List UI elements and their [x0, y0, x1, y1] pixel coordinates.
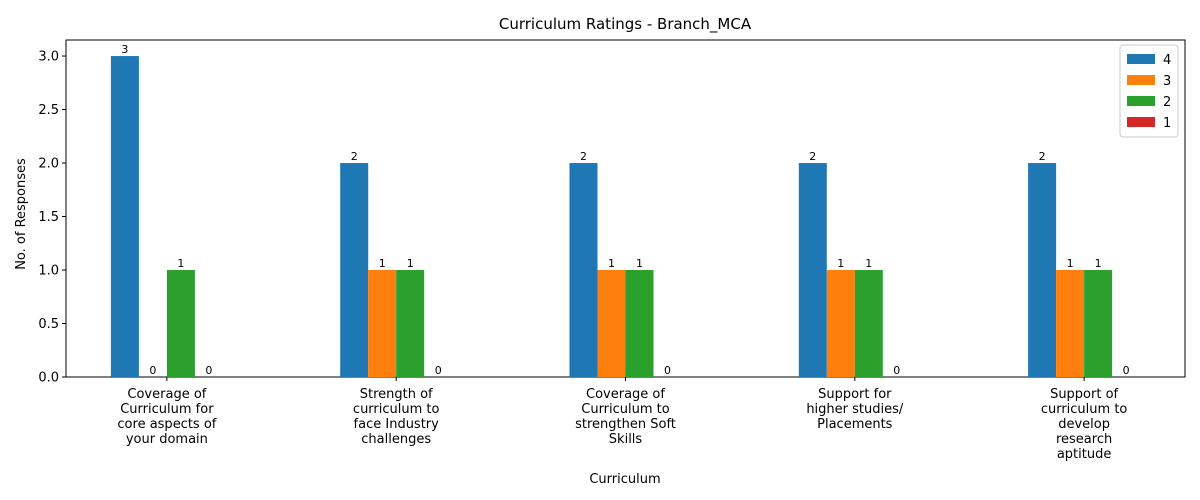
- bar-series-4: [340, 163, 369, 377]
- bar-value-label: 1: [837, 257, 844, 270]
- legend-box: [1119, 44, 1179, 138]
- y-tick-label: 0.0: [38, 371, 59, 386]
- bar-series-2: [166, 270, 195, 377]
- bar-series-2: [1084, 270, 1113, 377]
- bar-value-label: 1: [636, 257, 643, 270]
- bar-value-label: 1: [379, 257, 386, 270]
- bar-value-label: 2: [580, 150, 587, 163]
- bar-value-label: 1: [177, 257, 184, 270]
- y-tick-label: 0.5: [38, 317, 59, 332]
- legend-swatch: [1127, 75, 1155, 85]
- bar-value-label: 0: [1123, 364, 1130, 377]
- bar-series-3: [597, 270, 626, 377]
- bar-value-label: 1: [865, 257, 872, 270]
- legend-label: 1: [1163, 116, 1171, 131]
- y-tick-label: 2.0: [38, 157, 59, 172]
- x-tick-label: Coverage of Curriculum for core aspects of…: [117, 387, 216, 447]
- bar-value-label: 0: [664, 364, 671, 377]
- bar-value-label: 0: [205, 364, 212, 377]
- y-tick-label: 3.0: [38, 50, 59, 65]
- plot-area: 0.0 0.5 1.0 1.5 2.0 2.5 3.0 Coverage of Curricul…: [38, 39, 1186, 462]
- y-axis-title: No. of Responses: [14, 158, 29, 270]
- bar-series-2: [854, 270, 883, 377]
- bar-series-3: [826, 270, 855, 377]
- bar-value-label: 2: [351, 150, 358, 163]
- bar-value-label: 1: [608, 257, 615, 270]
- bar-value-label: 3: [121, 43, 128, 56]
- bar-value-label: 1: [1095, 257, 1102, 270]
- bar-value-label: 1: [407, 257, 414, 270]
- bar-series-4: [798, 163, 827, 377]
- legend-swatch: [1127, 96, 1155, 106]
- legend-label: 4: [1163, 53, 1171, 68]
- bar-series-4: [1028, 163, 1057, 377]
- bar-series-3: [368, 270, 397, 377]
- bar-series-2: [625, 270, 654, 377]
- bar-value-label: 0: [893, 364, 900, 377]
- chart-title: Curriculum Ratings - Branch_MCA: [499, 15, 752, 34]
- bar-value-label: 2: [1039, 150, 1046, 163]
- x-axis-title: Curriculum: [589, 472, 660, 487]
- legend-label: 3: [1163, 74, 1171, 89]
- legend-swatch: [1127, 54, 1155, 64]
- y-tick-label: 1.5: [38, 210, 59, 225]
- bar-series-2: [396, 270, 425, 377]
- y-tick-label: 1.0: [38, 264, 59, 279]
- x-tick-label: Support for higher studies/Placements: [806, 387, 904, 432]
- legend-label: 2: [1163, 95, 1171, 110]
- bar-series-4: [110, 56, 139, 378]
- bar-value-label: 2: [809, 150, 816, 163]
- y-tick-label: 2.5: [38, 103, 59, 118]
- legend-swatch: [1127, 117, 1155, 127]
- x-tick-label: Support of curriculum to develop research ap…: [1041, 387, 1128, 462]
- bar-value-label: 0: [435, 364, 442, 377]
- bar-value-label: 0: [149, 364, 156, 377]
- bar-series-3: [1056, 270, 1085, 377]
- legend: 4 3 2 1: [1119, 44, 1179, 138]
- bar-value-label: 1: [1067, 257, 1074, 270]
- x-tick-label: Strength of curriculum to face Industry cha…: [353, 387, 440, 447]
- bar-series-4: [569, 163, 598, 377]
- x-tick-label: Coverage of Curriculum to strengthen Soft S…: [575, 387, 676, 447]
